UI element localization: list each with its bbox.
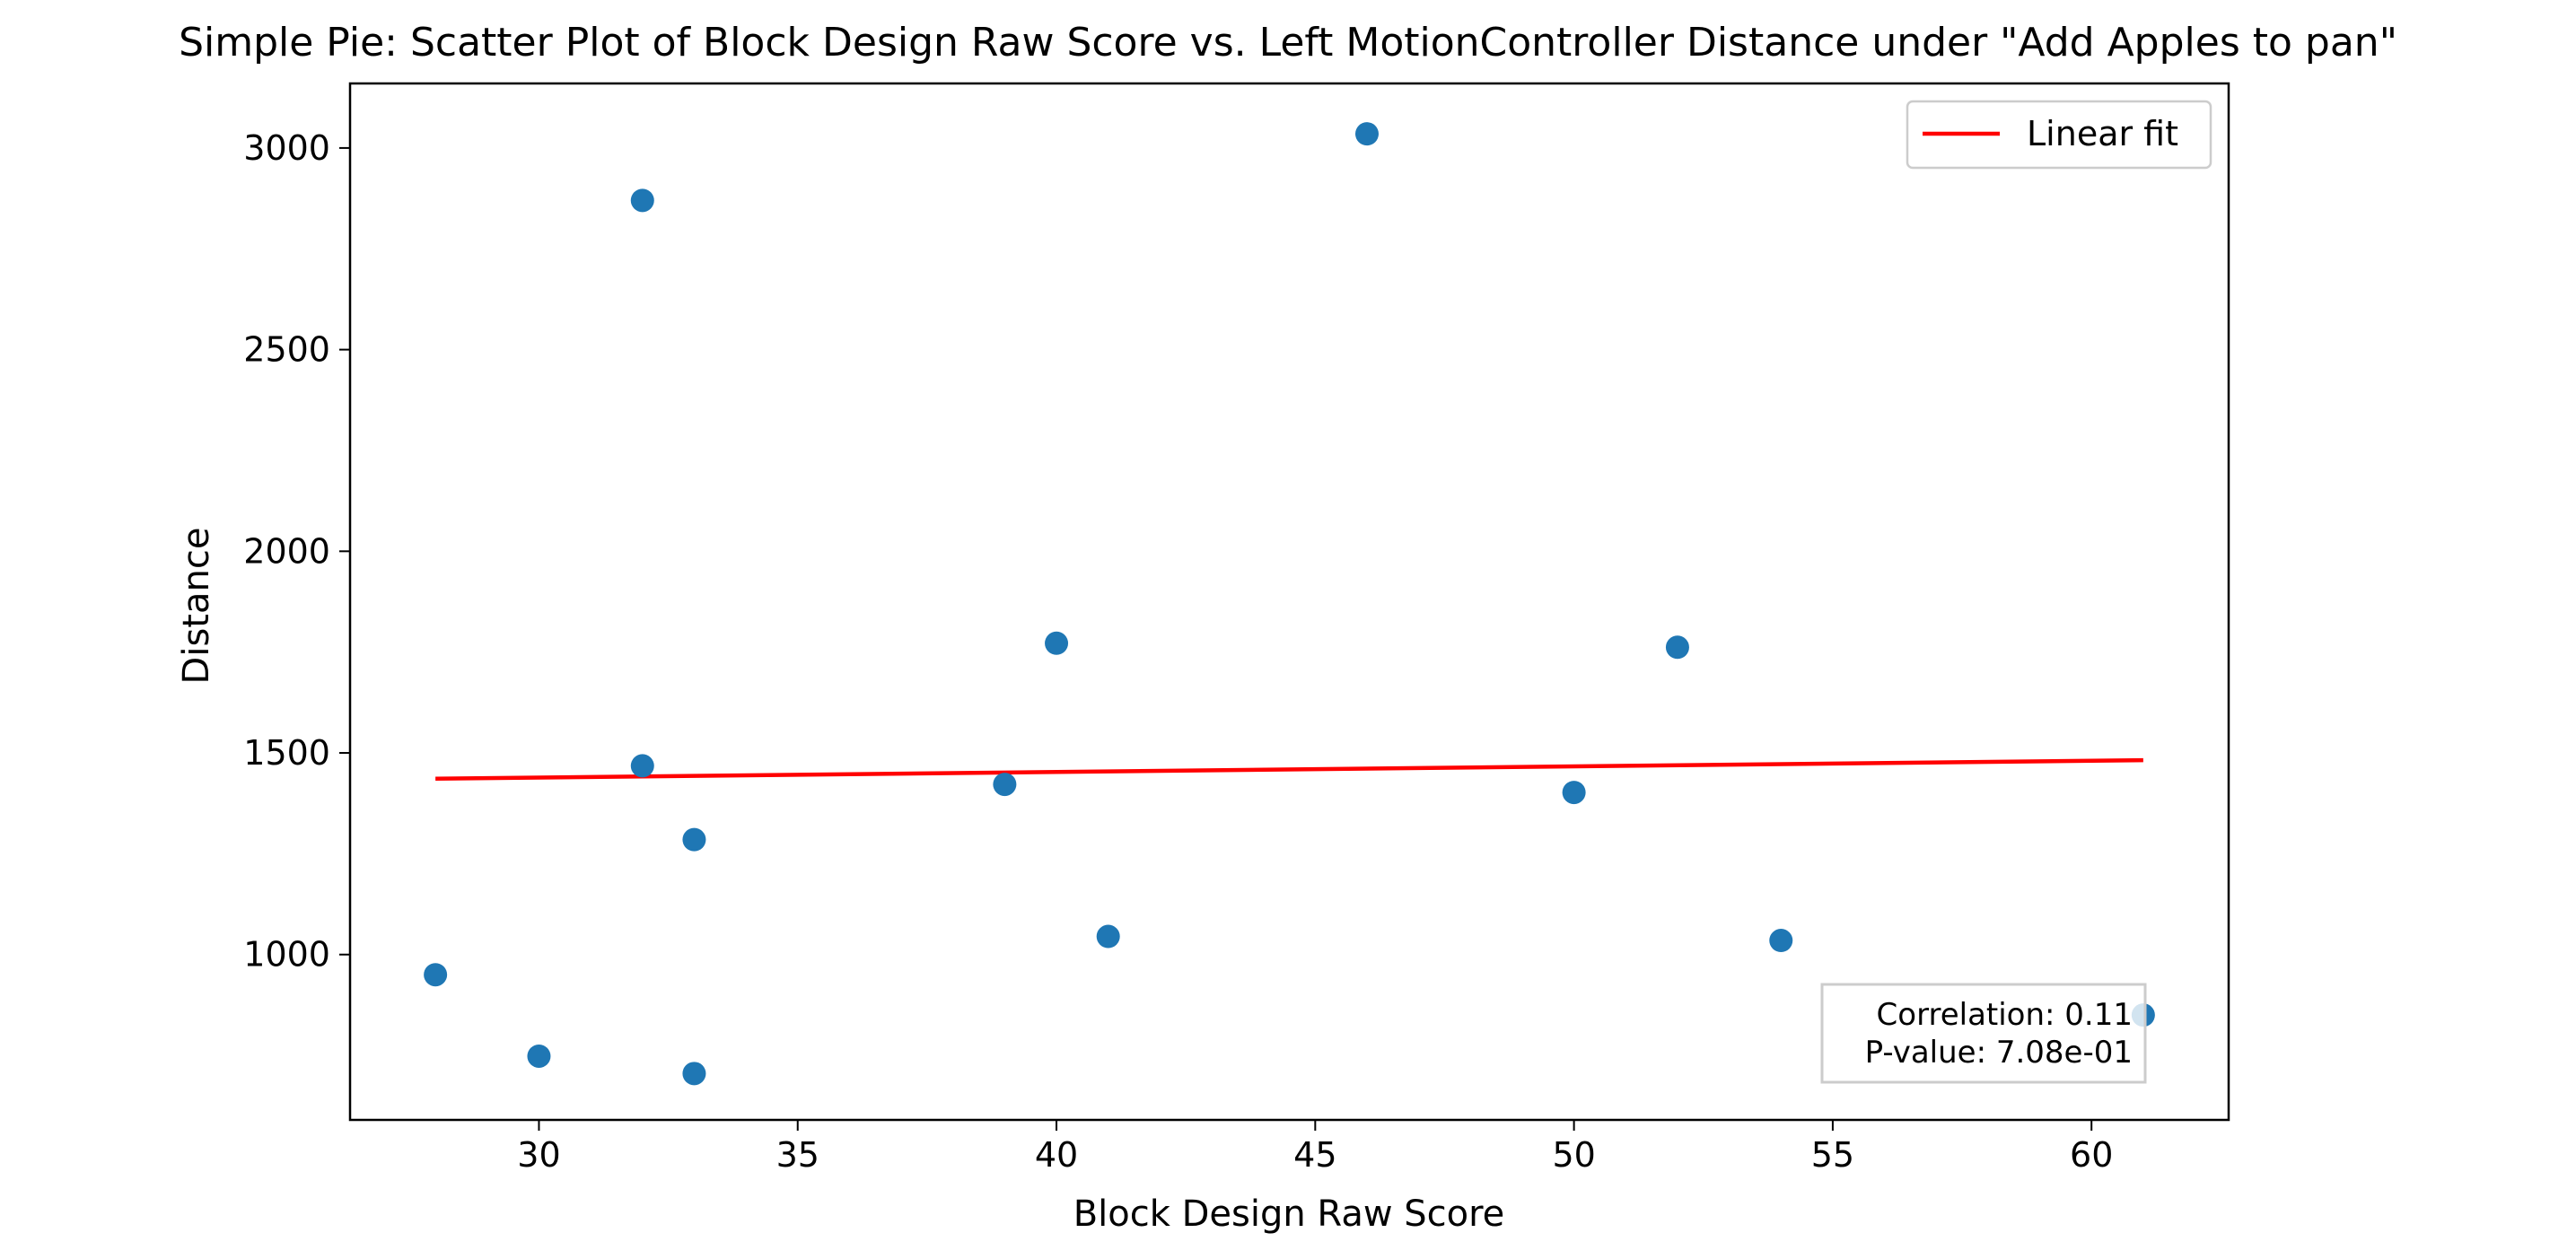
scatter-point xyxy=(1096,924,1120,949)
x-tick-label: 55 xyxy=(1811,1135,1854,1175)
annotation-box xyxy=(1820,983,2147,1084)
scatter-point xyxy=(1045,631,1069,655)
scatter-point xyxy=(1562,781,1586,805)
chart-title: Simple Pie: Scatter Plot of Block Design… xyxy=(179,20,2397,66)
x-tick-label: 40 xyxy=(1035,1135,1078,1175)
scatter-point xyxy=(993,773,1017,797)
fit-line-layer xyxy=(435,757,2143,782)
scatter-point xyxy=(682,827,706,852)
x-tick-label: 35 xyxy=(776,1135,819,1175)
x-tick-label: 50 xyxy=(1552,1135,1595,1175)
scatter-point xyxy=(1665,635,1689,660)
legend: Linear fit xyxy=(1906,100,2212,170)
y-tick-label: 2500 xyxy=(243,330,330,370)
legend-label: Linear fit xyxy=(2027,114,2178,153)
y-tick-label: 3000 xyxy=(243,128,330,168)
y-axis: 1000 1500 2000 2500 3000 xyxy=(243,128,350,975)
y-tick-label: 2000 xyxy=(243,531,330,571)
x-tick-label: 30 xyxy=(517,1135,560,1175)
scatter-point xyxy=(527,1044,551,1068)
plot-area xyxy=(348,82,2230,1122)
scatter-point xyxy=(630,754,654,778)
y-axis-label: Distance xyxy=(176,528,217,685)
y-tick-label: 1500 xyxy=(243,733,330,773)
y-tick-label: 1000 xyxy=(243,935,330,975)
x-axis-label: Block Design Raw Score xyxy=(1073,1193,1505,1235)
x-tick-label: 60 xyxy=(2070,1135,2113,1175)
correlation-text: Correlation: 0.11 xyxy=(1877,997,2133,1033)
p-value-text: P-value: 7.08e-01 xyxy=(1865,1035,2133,1071)
stats-annotation: Correlation: 0.11 P-value: 7.08e-01 xyxy=(1820,983,2147,1084)
plot-frame xyxy=(348,82,2230,1122)
x-axis: 30 35 40 45 50 55 60 xyxy=(517,1120,2113,1175)
scatter-point xyxy=(1769,929,1793,953)
x-tick-label: 45 xyxy=(1293,1135,1336,1175)
scatter-point xyxy=(682,1062,706,1086)
scatter-point xyxy=(630,188,654,213)
scatter-point xyxy=(424,963,448,987)
scatter-point xyxy=(1354,122,1379,146)
legend-box xyxy=(1906,100,2212,170)
linear-fit-line xyxy=(435,757,2143,782)
